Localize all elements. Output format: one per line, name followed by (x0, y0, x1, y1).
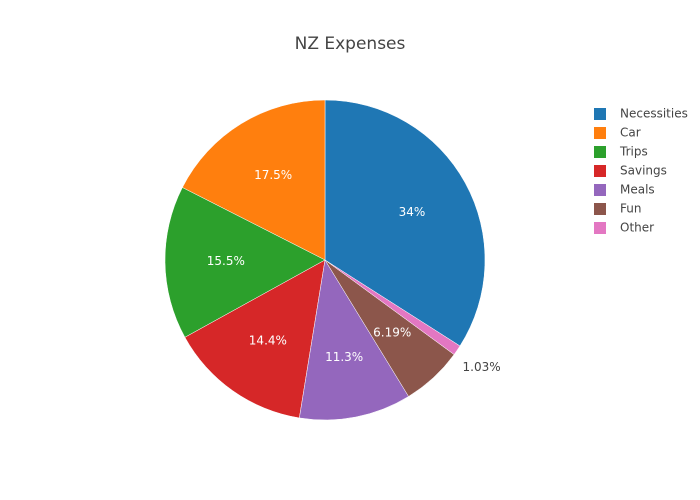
legend-label: Savings (620, 164, 667, 178)
legend-swatch (594, 222, 606, 234)
slice-label: 1.03% (463, 360, 501, 374)
pie-slice (324, 259, 461, 355)
pie-slice (164, 187, 326, 338)
slice-label: 14.4% (249, 334, 287, 348)
pie-slice (299, 259, 409, 421)
slice-label: 17.5% (254, 168, 292, 182)
legend-label: Fun (620, 202, 641, 216)
slice-label: 11.3% (325, 350, 363, 364)
pie-slice (184, 259, 326, 419)
legend-swatch (594, 108, 606, 120)
legend-label: Car (620, 126, 641, 140)
legend-swatch (594, 203, 606, 215)
slice-label: 6.19% (373, 325, 411, 339)
legend-swatch (594, 184, 606, 196)
legend-swatch (594, 165, 606, 177)
pie-slice (182, 99, 326, 261)
legend-label: Necessities (620, 107, 688, 121)
legend-swatch (594, 146, 606, 158)
slice-label: 15.5% (207, 254, 245, 268)
legend-swatch (594, 127, 606, 139)
legend-label: Trips (619, 145, 648, 159)
legend-label: Meals (620, 183, 655, 197)
pie-slice (324, 99, 486, 347)
slice-label: 34% (399, 205, 426, 219)
chart-title: NZ Expenses (295, 34, 406, 54)
legend-label: Other (620, 221, 654, 235)
